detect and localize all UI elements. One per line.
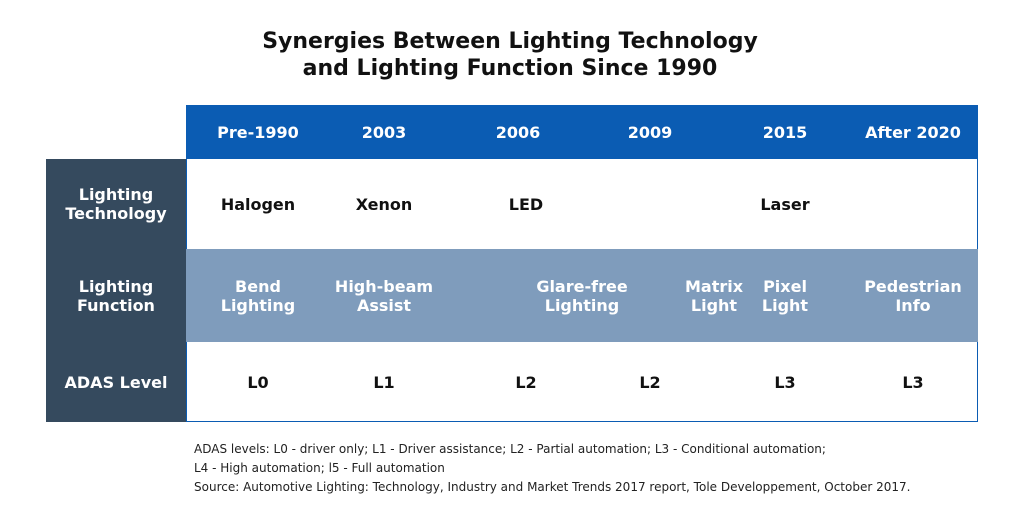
adas-cell-2009: L2 (639, 372, 661, 392)
technology-cell-xenon: Xenon (355, 194, 413, 214)
function-cell-line: Glare-free (536, 276, 628, 296)
function-cell-line: Pedestrian (864, 276, 962, 296)
function-cell-pedestrian-info: Pedestrian Info (846, 249, 980, 342)
function-cell-bend-lighting: Bend Lighting (198, 249, 318, 342)
technology-cell-halogen: Halogen (220, 194, 296, 214)
adas-cell-after-2020: L3 (902, 372, 924, 392)
function-cell-pixel-light: Pixel Light (752, 249, 818, 342)
row-label-line: Lighting (78, 185, 154, 204)
header-row (186, 105, 978, 159)
row-label-column (46, 159, 186, 422)
function-cell-line: Light (690, 295, 738, 315)
adas-levels-note-line-2: L4 - High automation; l5 - Full automati… (194, 461, 445, 475)
function-cell-line: High-beam (334, 276, 434, 296)
row-label-adas-level: ADAS Level (64, 372, 168, 392)
row-label-line: Lighting (78, 276, 154, 296)
row-label-lighting-function: Lighting Function (46, 249, 186, 342)
row-label-lighting-technology: Lighting Technology (46, 159, 186, 249)
row-label-line: Function (77, 295, 155, 315)
function-cell-line: Light (761, 295, 809, 315)
function-cell-glare-free-lighting: Glare-free Lighting (516, 249, 648, 342)
column-header-2006: 2006 (495, 122, 541, 142)
function-cell-line: Lighting (544, 295, 620, 315)
lighting-function-band (186, 249, 978, 342)
technology-cell-led: LED (508, 194, 544, 214)
footnotes: ADAS levels: L0 - driver only; L1 - Driv… (194, 440, 994, 497)
column-header-2003: 2003 (361, 122, 407, 142)
source-note: Source: Automotive Lighting: Technology,… (194, 480, 911, 494)
column-header-pre-1990: Pre-1990 (217, 122, 299, 142)
function-cell-line: Pixel (763, 276, 807, 296)
column-header-2009: 2009 (627, 122, 673, 142)
function-cell-high-beam-assist: High-beam Assist (320, 249, 448, 342)
adas-cell-2015: L3 (774, 372, 796, 392)
column-header-2015: 2015 (762, 122, 808, 142)
adas-cell-2003: L1 (373, 372, 395, 392)
function-cell-line: Info (895, 295, 931, 315)
chart-title-line-2: and Lighting Function Since 1990 (302, 56, 718, 81)
adas-levels-note-line-1: ADAS levels: L0 - driver only; L1 - Driv… (194, 442, 826, 456)
column-header-after-2020: After 2020 (865, 122, 961, 142)
function-cell-matrix-light: Matrix Light (680, 249, 748, 342)
function-cell-line: Assist (356, 295, 412, 315)
function-cell-line: Lighting (220, 295, 296, 315)
adas-cell-pre-1990: L0 (247, 372, 269, 392)
chart-title: Synergies Between Lighting Technology an… (0, 28, 1020, 82)
adas-cell-2006: L2 (515, 372, 537, 392)
function-cell-line: Matrix (684, 276, 744, 296)
function-cell-line: Bend (235, 276, 281, 296)
technology-cell-laser: Laser (760, 194, 810, 214)
chart-title-line-1: Synergies Between Lighting Technology (262, 29, 758, 54)
row-label-line: Technology (65, 204, 167, 223)
